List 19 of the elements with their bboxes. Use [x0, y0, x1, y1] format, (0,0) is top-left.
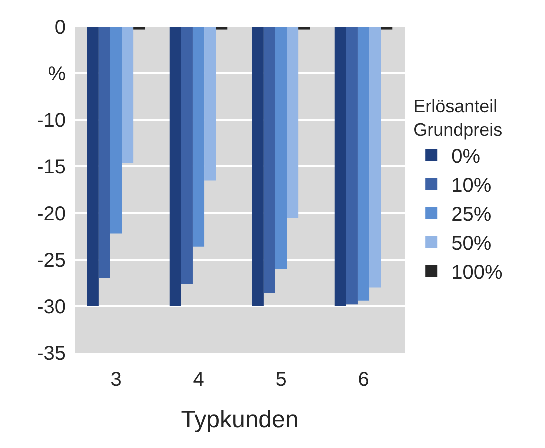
x-tick-label: 3	[110, 369, 122, 391]
y-tick-label: 0	[54, 17, 66, 39]
legend-label: 50%	[452, 233, 492, 256]
y-tick-label: -15	[37, 156, 66, 179]
x-tick-label: 5	[276, 369, 287, 391]
y-tick-label: -20	[37, 203, 66, 226]
x-tick-label: 4	[193, 369, 204, 391]
legend-label: 0%	[452, 146, 481, 168]
legend-label: 10%	[452, 175, 492, 198]
y-tick-label: -25	[37, 250, 66, 272]
y-tick-label: %	[48, 64, 66, 86]
y-tick-label: -10	[37, 110, 66, 132]
x-tick-label: 6	[358, 369, 370, 391]
legend-title: Erlösanteil Grundpreis	[414, 96, 503, 140]
y-tick-label: -35	[37, 343, 66, 365]
legend-label: 25%	[452, 204, 492, 226]
legend-label: 100%	[452, 262, 503, 284]
y-tick-label: -30	[37, 296, 66, 318]
x-axis-title: Typkunden	[181, 406, 299, 434]
